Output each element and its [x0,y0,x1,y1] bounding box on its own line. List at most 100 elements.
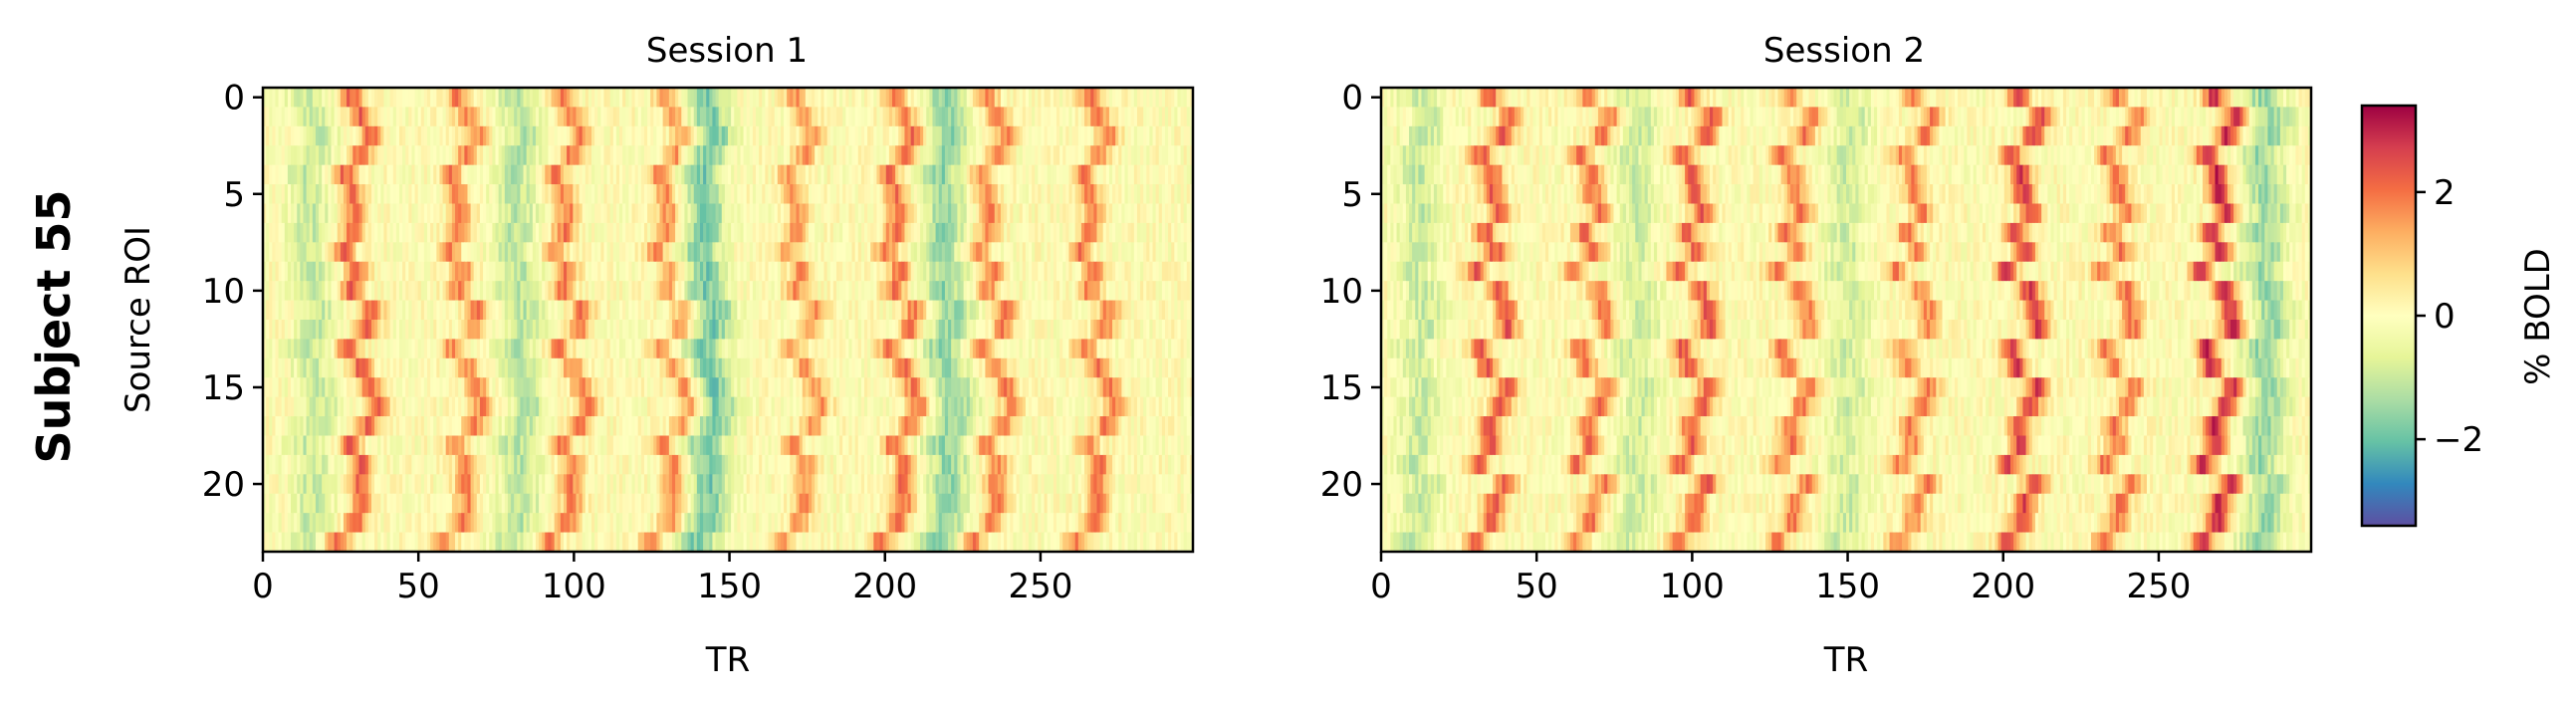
heatmap-cell [805,222,810,243]
heatmap-cell [1074,357,1079,378]
heatmap-cell [991,222,996,243]
heatmap-cell [402,357,406,378]
heatmap-cell [812,396,816,417]
heatmap-cell [935,300,940,321]
heatmap-cell [287,357,292,378]
heatmap-cell [374,222,378,243]
heatmap-cell [650,377,654,398]
heatmap-cell [606,396,611,417]
heatmap-cell [882,164,887,185]
heatmap-cell [879,320,884,341]
heatmap-cell [315,320,320,341]
heatmap-cell [799,88,804,109]
heatmap-cell [793,88,798,109]
heatmap-cell [842,203,846,224]
heatmap-cell [818,242,821,263]
heatmap-cell [857,107,862,127]
heatmap-cell [511,164,515,185]
heatmap-cell [746,357,751,378]
heatmap-cell [1096,88,1101,109]
heatmap-cell [1010,203,1015,224]
heatmap-cell [1093,88,1098,109]
heatmap-cell [870,164,874,185]
heatmap-cell [612,281,617,302]
heatmap-cell [294,145,298,166]
heatmap-cell [784,242,788,263]
heatmap-cell [812,242,816,263]
heatmap-cell [668,88,673,109]
heatmap-cell [815,339,819,359]
heatmap-cell [467,145,472,166]
heatmap-cell [597,222,601,243]
heatmap-cell [303,357,308,378]
heatmap-cell [988,164,993,185]
heatmap-cell [411,164,416,185]
heatmap-cell [948,164,952,185]
heatmap-cell [377,88,381,109]
heatmap-cell [765,281,770,302]
heatmap-cell [907,88,912,109]
heatmap-cell [517,88,521,109]
heatmap-cell [1019,339,1024,359]
heatmap-cell [1127,164,1132,185]
heatmap-cell [777,164,782,185]
heatmap-cell [634,107,639,127]
heatmap-cell [1065,281,1070,302]
heatmap-cell [377,164,381,185]
heatmap-cell [436,242,441,263]
heatmap-cell [1090,88,1094,109]
heatmap-cell [622,300,626,321]
heatmap-cell [1133,242,1138,263]
heatmap-cell [1074,300,1079,321]
heatmap-cell [1044,125,1049,146]
heatmap-cell [570,222,574,243]
heatmap-cell [473,320,478,341]
heatmap-cell [1077,281,1082,302]
heatmap-cell [941,222,946,243]
heatmap-cell [467,396,472,417]
heatmap-cell [612,107,617,127]
heatmap-cell [1053,320,1057,341]
heatmap-cell [411,261,416,282]
heatmap-cell [560,107,565,127]
heatmap-cell [1062,377,1066,398]
heatmap-cell [907,125,912,146]
heatmap-cell [944,300,949,321]
heatmap-cell [612,357,617,378]
heatmap-cell [892,145,896,166]
heatmap-cell [573,396,578,417]
heatmap-cell [560,222,565,243]
heatmap-cell [951,88,955,109]
heatmap-cell [389,107,394,127]
heatmap-cell [377,145,381,166]
heatmap-cell [1155,281,1160,302]
heatmap-cell [386,145,391,166]
heatmap-cell [1186,242,1191,263]
heatmap-cell [823,107,828,127]
heatmap-cell [1007,261,1011,282]
heatmap-cell [1164,107,1169,127]
heatmap-cell [591,203,595,224]
heatmap-cell [1035,145,1039,166]
heatmap-cell [1007,203,1011,224]
heatmap-cell [1140,242,1144,263]
heatmap-cell [347,357,351,378]
heatmap-cell [703,339,707,359]
heatmap-cell [1183,222,1188,243]
heatmap-cell [433,281,437,302]
heatmap-cell [879,281,884,302]
heatmap-cell [300,88,305,109]
heatmap-cell [350,320,353,341]
heatmap-cell [1071,300,1076,321]
heatmap-cell [576,357,581,378]
heatmap-cell [721,184,726,205]
heatmap-cell [340,396,345,417]
heatmap-cell [796,222,801,243]
heatmap-cell [1047,184,1052,205]
heatmap-cell [269,88,273,109]
heatmap-cell [1087,88,1091,109]
heatmap-cell [1096,261,1101,282]
heatmap-cell [328,377,333,398]
heatmap-cell [690,164,695,185]
heatmap-cell [337,261,342,282]
